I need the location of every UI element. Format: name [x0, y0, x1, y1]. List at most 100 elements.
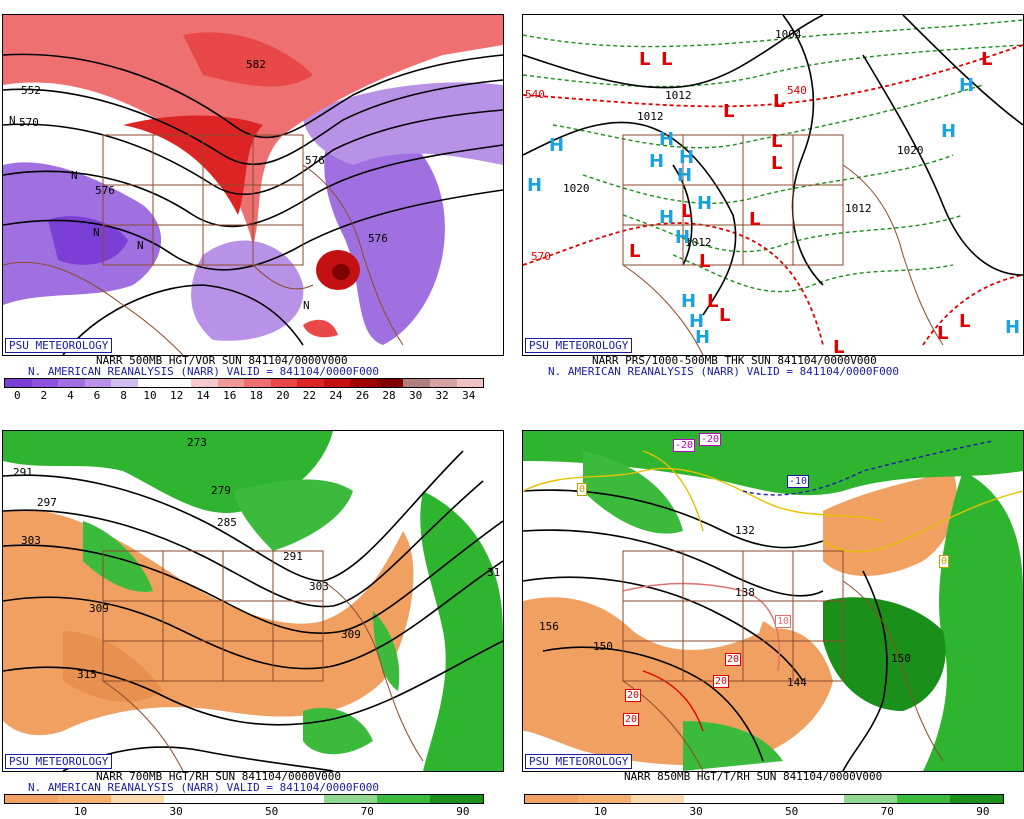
branding-label: PSU METEOROLOGY — [5, 338, 113, 353]
contour-label: 1020 — [897, 144, 924, 157]
high-pressure-marker: H — [675, 227, 691, 248]
panel-title: NARR 500MB HGT/VOR SUN 841104/0000V000 — [96, 354, 348, 367]
colorbar-swatch — [5, 379, 32, 387]
map-700mb-rh: 291 297 303 309 315 279 285 291 303 309 … — [2, 430, 504, 772]
colorbar-swatch — [631, 795, 685, 803]
rh-dry-area-ne — [823, 471, 957, 576]
contour-label: 31 — [487, 566, 501, 579]
thickness-contours — [523, 19, 1023, 293]
high-pressure-marker: H — [527, 175, 543, 196]
panel-500mb-vorticity: 552 570 576 576 576 582 N N N N N PSU ME… — [0, 0, 505, 405]
low-pressure-marker: L — [981, 49, 993, 70]
contour-label: N — [93, 226, 100, 239]
colorbar-swatch — [403, 379, 430, 387]
colorbar-swatch — [323, 379, 351, 387]
geographic-boundaries — [622, 550, 944, 771]
contour-label: 315 — [77, 668, 97, 681]
colorbar-tick-label: 14 — [196, 389, 210, 402]
contour-label: N — [137, 239, 144, 252]
colorbar-swatch — [164, 795, 218, 803]
panel-850mb-temp-rh: 156 150 132 138 144 150 -20 -20 -10 0 0 … — [520, 416, 1024, 819]
colorbar-swatch — [430, 379, 457, 387]
contour-label: 540 — [525, 88, 545, 101]
vorticity-positive-core — [123, 115, 263, 215]
colorbar-tick-label: 22 — [302, 389, 316, 402]
panel-title: NARR 850MB HGT/T/RH SUN 841104/0000V000 — [624, 770, 883, 783]
contour-label: 279 — [211, 484, 231, 497]
colorbar-tick-label: 12 — [169, 389, 184, 402]
colorbar-swatch — [270, 795, 324, 803]
high-pressure-marker: H — [959, 75, 975, 96]
contour-label: 576 — [368, 232, 388, 245]
low-pressure-marker: L — [629, 241, 641, 262]
rh700-map-svg — [3, 431, 503, 771]
colorbar-tick-label: 4 — [67, 389, 74, 402]
colorbar-swatch — [737, 795, 791, 803]
contour-label: 132 — [735, 524, 755, 537]
rh-moist-canada — [583, 451, 683, 534]
geographic-boundaries — [622, 134, 944, 355]
vorticity-colorbar — [4, 378, 484, 388]
colorbar-swatch — [164, 379, 191, 387]
colorbar-swatch — [790, 795, 844, 803]
colorbar-swatch — [376, 379, 404, 387]
branding-label: PSU METEOROLOGY — [5, 754, 113, 769]
contour-label: 570 — [531, 250, 551, 263]
colorbar-tick-label: 24 — [329, 389, 343, 402]
rh-moist-gulf — [303, 707, 373, 755]
contour-label: 285 — [217, 516, 237, 529]
temp-label: -10 — [787, 475, 810, 488]
contour-label: 540 — [787, 84, 807, 97]
panel-title: NARR 700MB HGT/RH SUN 841104/0000V000 — [96, 770, 342, 783]
contour-label: 309 — [89, 602, 109, 615]
thickness-map-svg — [523, 15, 1023, 355]
rh-moist-north — [523, 431, 1023, 496]
low-pressure-marker: L — [707, 291, 719, 312]
colorbar-swatch — [111, 379, 138, 387]
temperature-contours — [523, 440, 1023, 732]
colorbar-tick-label: 0 — [13, 389, 21, 402]
colorbar-tick-label: 30 — [169, 805, 183, 818]
vorticity-negative-area-south — [191, 240, 304, 341]
colorbar-swatch — [456, 379, 484, 387]
temp-label: 0 — [939, 555, 950, 568]
temp-label: 20 — [623, 713, 640, 726]
low-pressure-marker: L — [639, 49, 651, 70]
colorbar-tick-label: 2 — [40, 389, 48, 402]
colorbar-tick-label: 32 — [435, 389, 449, 402]
contour-label: 1012 — [637, 110, 664, 123]
colorbar-swatch — [5, 795, 59, 803]
temp-label: 20 — [713, 675, 730, 688]
contour-label: 576 — [95, 184, 115, 197]
low-pressure-marker: L — [723, 101, 735, 122]
rh700-colorbar-ticks: 10 30 50 70 90 — [4, 806, 482, 818]
high-pressure-marker: H — [695, 327, 711, 348]
branding-label: PSU METEOROLOGY — [525, 754, 633, 769]
contour-label: 291 — [13, 466, 33, 479]
rh-moist-east — [923, 471, 1023, 771]
high-pressure-marker: H — [689, 311, 705, 332]
colorbar-swatch — [429, 795, 483, 803]
vorticity-max-core — [332, 264, 350, 280]
colorbar-tick-label: 10 — [593, 805, 608, 818]
low-pressure-marker: L — [771, 131, 783, 152]
temp-label: 10 — [775, 615, 792, 628]
colorbar-tick-label: 16 — [223, 389, 237, 402]
high-pressure-marker: H — [659, 129, 675, 150]
colorbar-swatch — [137, 379, 165, 387]
rh700-colorbar — [4, 794, 484, 804]
contour-label: N — [9, 114, 16, 127]
panel-thickness: 540 540 570 1004 1012 1012 1020 1020 101… — [520, 0, 1024, 405]
colorbar-swatch — [217, 795, 271, 803]
temp-label: 20 — [625, 689, 642, 702]
contour-label: 156 — [539, 620, 559, 633]
contour-label: 309 — [341, 628, 361, 641]
contour-label: 1004 — [775, 28, 802, 41]
temp-label: -20 — [699, 433, 722, 446]
branding-label: PSU METEOROLOGY — [525, 338, 633, 353]
colorbar-tick-label: 90 — [976, 805, 990, 818]
low-pressure-marker: L — [959, 311, 971, 332]
colorbar-tick-label: 8 — [120, 389, 127, 402]
high-pressure-marker: H — [649, 151, 665, 172]
rh-moist-east — [420, 491, 503, 771]
